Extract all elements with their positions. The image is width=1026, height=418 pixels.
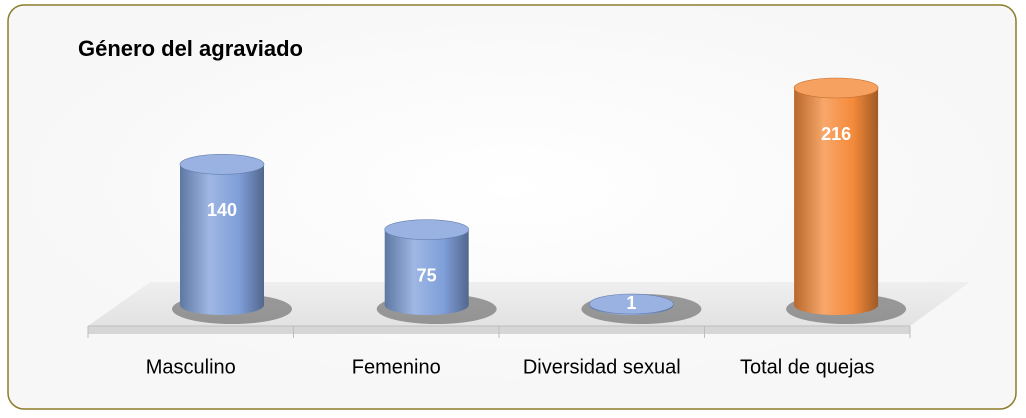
x-tick-label: Diversidad sexual <box>523 356 681 378</box>
bar <box>794 88 879 315</box>
x-tick-label: Masculino <box>146 356 236 378</box>
value-label: 75 <box>417 265 437 285</box>
floor <box>88 282 970 326</box>
value-label: 1 <box>626 293 636 313</box>
chart-title: Género del agraviado <box>78 36 303 61</box>
x-tick-label: Total de quejas <box>740 356 875 378</box>
value-label: 216 <box>821 124 851 144</box>
x-tick-label: Femenino <box>352 356 441 378</box>
bar-top <box>589 293 674 315</box>
bar-top <box>793 77 879 99</box>
bar-top <box>179 154 265 175</box>
value-label: 140 <box>207 200 237 220</box>
bar-top <box>384 219 470 240</box>
bar <box>384 229 469 315</box>
bar <box>180 164 264 315</box>
